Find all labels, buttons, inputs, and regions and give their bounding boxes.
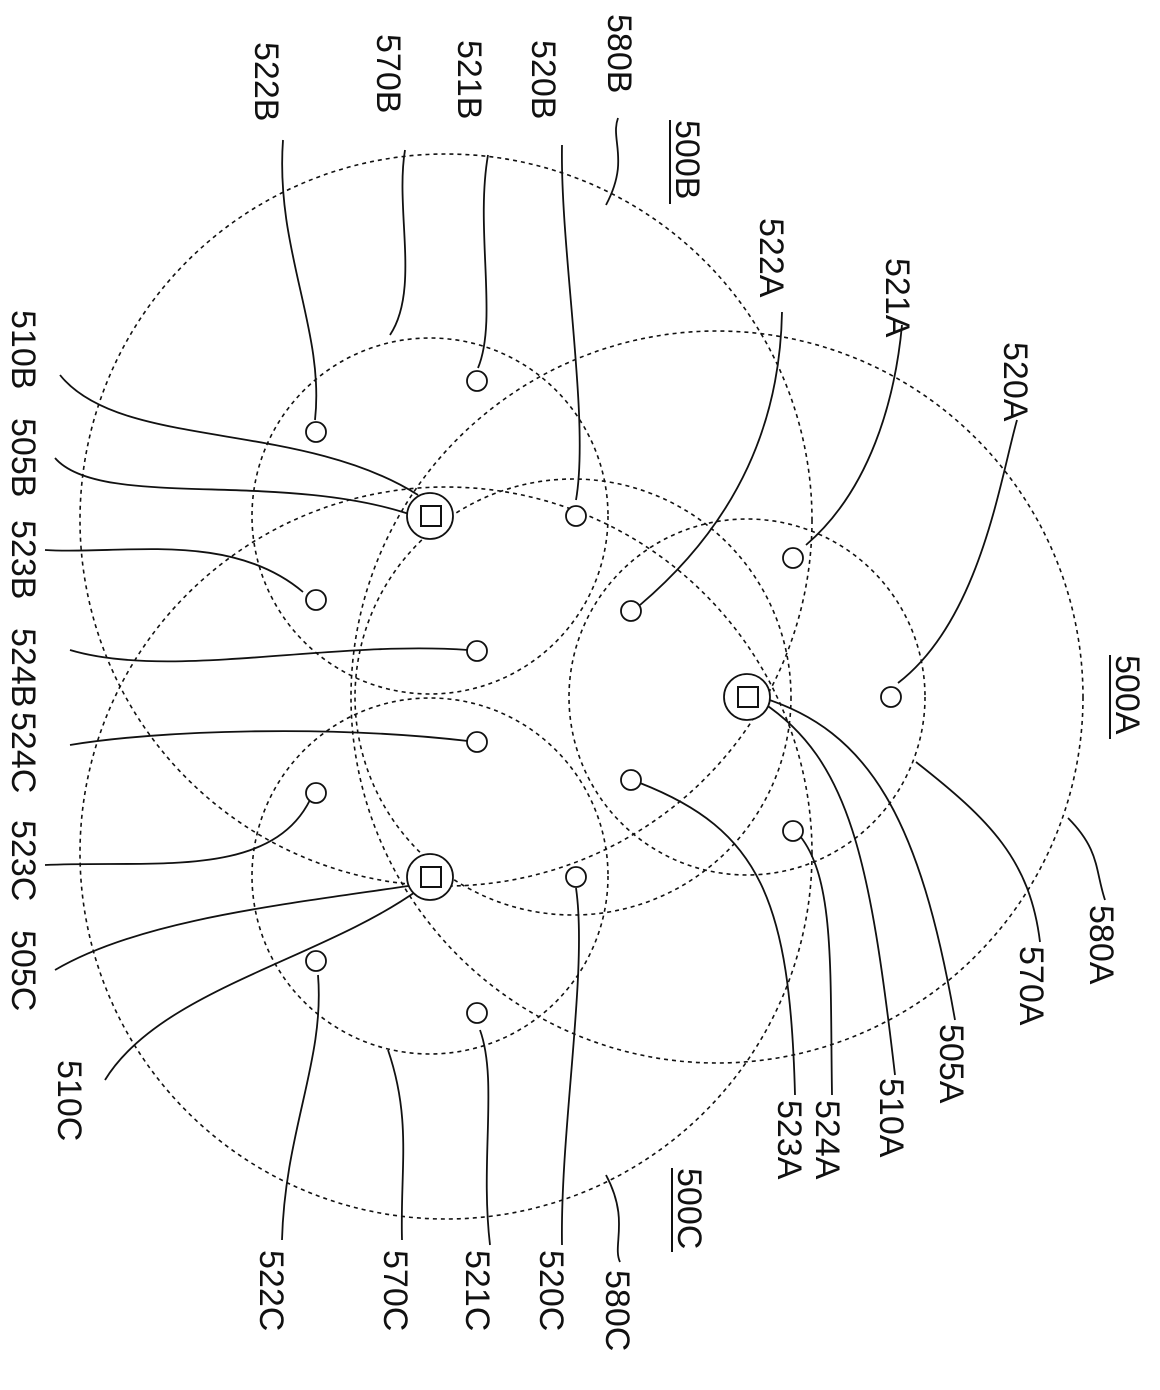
leader-521C	[479, 1029, 491, 1246]
leader-520C	[561, 887, 580, 1246]
label-521C: 521C	[458, 1250, 496, 1331]
svg-text:500C: 500C	[670, 1168, 708, 1249]
point-521A	[782, 547, 804, 569]
point-524A	[782, 820, 804, 842]
leader-580C	[605, 1174, 621, 1263]
label-520A: 520A	[996, 342, 1034, 422]
label-580C: 580C	[598, 1270, 636, 1351]
leader-570C	[387, 1049, 405, 1241]
circle-570B	[251, 337, 609, 695]
label-520B: 520B	[524, 40, 562, 119]
point-521B	[466, 370, 488, 392]
node-505B	[406, 492, 454, 540]
leader-580A	[1067, 817, 1106, 901]
label-580B: 580B	[600, 14, 638, 93]
leader-523A	[639, 782, 796, 1096]
leader-520A	[897, 419, 1018, 684]
point-523C	[305, 782, 327, 804]
leader-521B	[477, 154, 489, 369]
point-522A	[620, 600, 642, 622]
label-523A: 523A	[770, 1100, 808, 1180]
point-522B	[305, 421, 327, 443]
circle-580C	[79, 486, 813, 1220]
label-523C: 523C	[4, 820, 42, 901]
leader-521A	[805, 324, 903, 546]
point-524C	[466, 731, 488, 753]
leader-510C	[104, 889, 419, 1081]
leader-523C	[44, 799, 311, 866]
label-523B: 523B	[4, 520, 42, 599]
leader-570A	[915, 761, 1041, 943]
leader-524B	[69, 647, 469, 663]
circle-center	[354, 478, 792, 916]
point-521C	[466, 1002, 488, 1024]
label-521A: 521A	[878, 258, 916, 338]
label-524C: 524C	[4, 712, 42, 793]
leader-510B	[59, 374, 419, 496]
circle-570A	[568, 518, 926, 876]
leader-505B	[54, 457, 413, 516]
leader-523B	[44, 548, 304, 593]
label-522B: 522B	[247, 42, 285, 121]
point-522C	[305, 950, 327, 972]
leader-510A	[761, 701, 896, 1076]
label-524A: 524A	[808, 1100, 846, 1180]
circle-580B	[79, 153, 813, 887]
label-510C: 510C	[50, 1060, 88, 1141]
label-570C: 570C	[376, 1250, 414, 1331]
label-522C: 522C	[252, 1250, 290, 1331]
svg-text:500B: 500B	[668, 120, 706, 199]
label-580A: 580A	[1082, 905, 1120, 985]
svg-text:500A: 500A	[1108, 655, 1146, 735]
point-520A	[880, 686, 902, 708]
label-522A: 522A	[752, 218, 790, 298]
label-570A: 570A	[1012, 946, 1050, 1026]
point-520B	[565, 505, 587, 527]
point-524B	[466, 640, 488, 662]
label-521B: 521B	[450, 40, 488, 119]
circle-570C	[251, 697, 609, 1055]
label-510B: 510B	[4, 310, 42, 389]
leader-505C	[54, 884, 416, 971]
label-505C: 505C	[4, 930, 42, 1011]
point-520C	[565, 866, 587, 888]
group-label-500B: 500B	[668, 120, 706, 204]
leader-522B	[281, 139, 318, 421]
node-505C	[406, 853, 454, 901]
leader-524A	[799, 835, 833, 1096]
leader-580B	[605, 117, 620, 206]
label-505B: 505B	[4, 418, 42, 497]
label-505A: 505A	[932, 1024, 970, 1104]
group-label-500C: 500C	[670, 1168, 708, 1252]
leader-524C	[69, 730, 469, 746]
label-510A: 510A	[872, 1078, 910, 1158]
leader-570B	[389, 149, 407, 336]
node-505A	[723, 673, 771, 721]
label-524B: 524B	[4, 628, 42, 707]
label-520C: 520C	[532, 1250, 570, 1331]
label-570B: 570B	[369, 34, 407, 113]
group-label-500A: 500A	[1108, 655, 1146, 739]
leader-520B	[561, 144, 581, 501]
circle-580A	[350, 330, 1084, 1064]
point-523B	[305, 589, 327, 611]
leader-522C	[281, 974, 320, 1241]
leader-505A	[759, 696, 956, 1021]
point-523A	[620, 769, 642, 791]
leader-522A	[639, 311, 783, 606]
